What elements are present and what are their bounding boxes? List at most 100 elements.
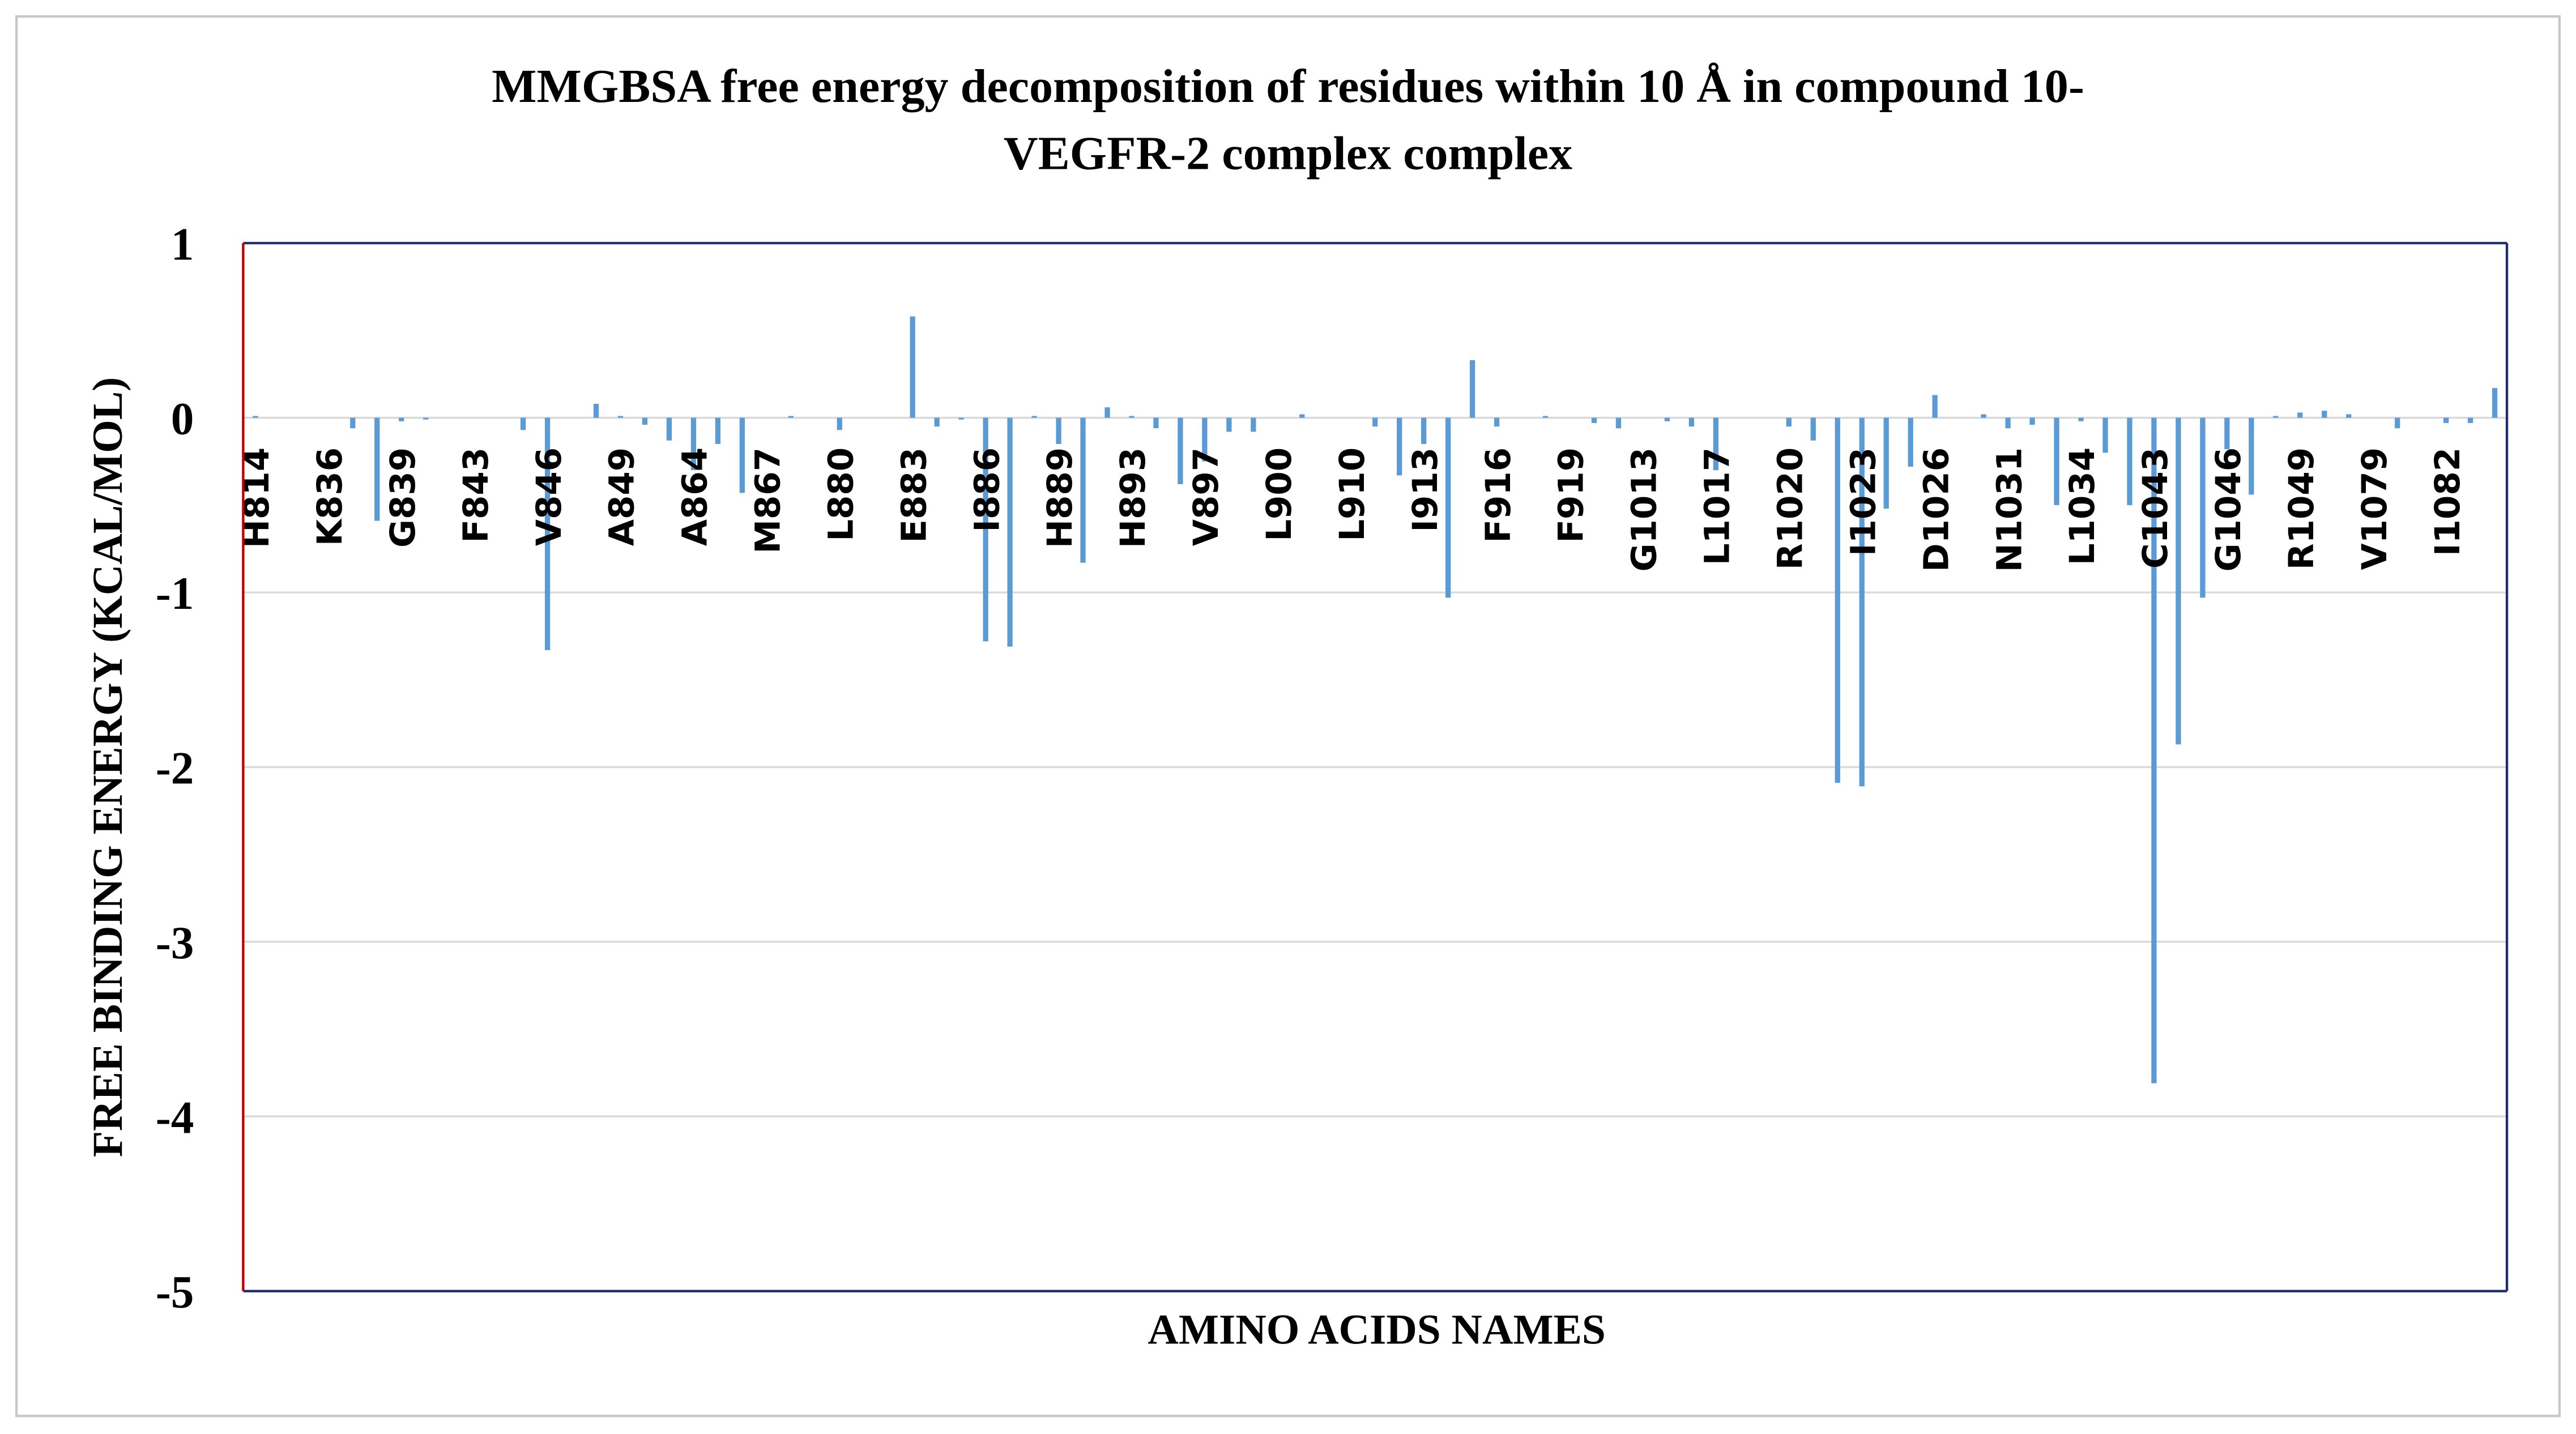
bar [2200,417,2206,598]
bar [1810,417,1816,441]
bar [983,417,988,642]
bar [1713,417,1719,471]
x-axis-title: AMINO ACIDS NAMES [1148,1306,1605,1353]
bar [1226,417,1232,432]
bar [1542,416,1549,418]
bar [1688,417,1695,427]
x-tick-label: V897 [1186,447,1226,546]
x-tick-label: I913 [1405,447,1445,532]
bar [739,417,745,493]
bar [2127,417,2133,505]
bar [1469,360,1475,418]
bar [2273,416,2279,418]
x-tick-label: I1023 [1843,447,1883,556]
bar [2176,417,2181,745]
x-tick-label: M867 [748,447,788,554]
bar [2492,388,2498,418]
bar [1908,417,1913,467]
bar [399,417,404,421]
y-tick-label: 1 [171,219,194,270]
bar [1397,417,1402,476]
bar [1007,417,1013,647]
x-tick-label: L880 [821,447,861,541]
bar [1080,417,1086,563]
bar [350,417,356,429]
bar [1615,417,1622,429]
bar [1591,417,1597,423]
bar [2297,412,2303,418]
bar [2005,417,2011,429]
bar [520,417,526,430]
bar [2029,417,2035,425]
x-tick-label: L900 [1259,447,1299,541]
bar [788,416,794,418]
y-tick-label: 0 [171,394,194,445]
bar [1031,416,1037,418]
bar [1664,417,1670,421]
x-tick-label: D1026 [1916,447,1956,572]
bar [1786,417,1792,427]
bar [837,417,842,430]
x-tick-label: F843 [456,447,496,543]
bar [1372,417,1378,427]
bar [2224,417,2230,450]
x-tick-label: N1031 [1989,447,2029,572]
x-tick-label: L910 [1332,447,1372,541]
bar [2151,417,2157,1083]
bar [423,417,429,420]
bar [1251,417,1256,432]
x-tick-label: E883 [894,447,934,543]
x-tick-label: A864 [675,447,715,546]
y-tick-label: -3 [156,917,194,968]
x-tick-label: L1017 [1698,447,1738,565]
bar [2346,414,2352,418]
bar [958,417,964,420]
bar [1445,417,1451,598]
bar [2078,417,2084,421]
bar [253,416,258,418]
x-tick-label: A849 [602,447,642,546]
bar [1299,414,1305,418]
bar [2102,417,2108,453]
bar [1981,414,1986,418]
bar [1056,417,1061,444]
chart-title: MMGBSA free energy decomposition of resi… [492,60,2084,113]
bar [1178,417,1183,484]
bar [1835,417,1840,783]
bar [2054,417,2059,505]
bar [690,417,697,471]
bar [1859,417,1865,787]
chart-title: VEGFR-2 complex complex [1004,127,1572,180]
x-tick-label: I1082 [2428,447,2468,556]
x-tick-label: V1079 [2355,447,2395,570]
x-tick-label: H893 [1113,447,1153,548]
bar [1104,407,1110,418]
bar [642,417,648,425]
bar [666,417,672,441]
x-tick-label: C1043 [2135,447,2176,569]
chart-frame [15,15,2561,1418]
bar [1129,416,1135,418]
bar [934,417,940,427]
bar [1932,395,1938,418]
y-tick-label: -5 [156,1267,194,1318]
y-axis-title: FREE BINDING ENERGY (KCAL/MOL) [84,377,131,1157]
bar [910,316,915,418]
x-tick-label: G839 [383,447,423,548]
bar [2249,417,2254,495]
x-tick-label: F916 [1478,447,1519,543]
bar [1421,417,1427,444]
bar [374,417,380,521]
x-tick-label: R1020 [1770,447,1810,570]
bar [2467,417,2473,423]
x-tick-label: R1049 [2281,447,2322,570]
bar [593,403,599,418]
x-tick-label: K836 [310,447,350,546]
x-tick-label: G1046 [2208,447,2249,571]
y-tick-label: -1 [156,568,194,619]
x-tick-label: I886 [967,447,1007,532]
bar [2322,411,2327,418]
bar [1202,417,1208,462]
